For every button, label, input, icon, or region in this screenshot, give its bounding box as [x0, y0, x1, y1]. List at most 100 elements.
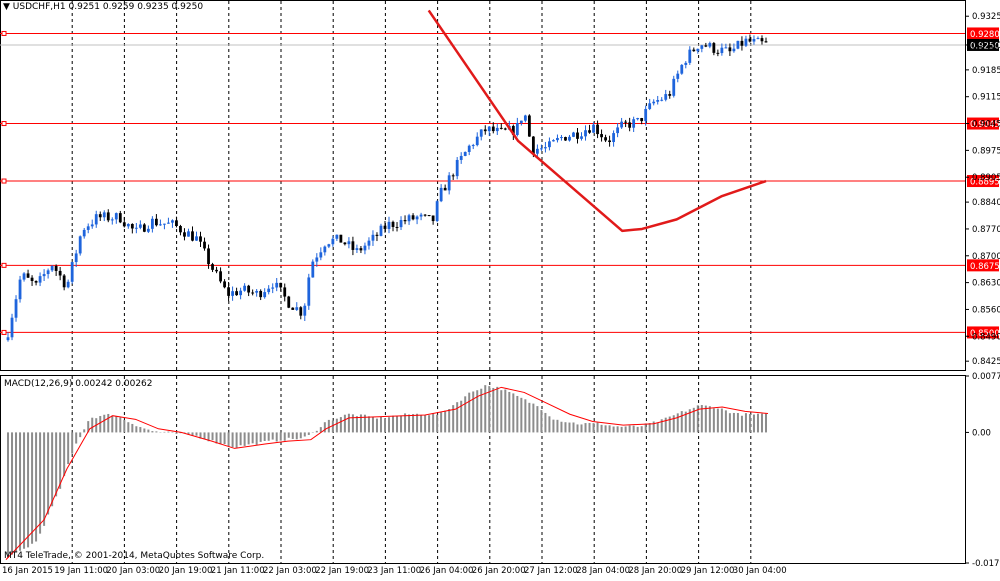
candle-body — [379, 225, 383, 236]
candle-body — [18, 279, 22, 300]
candle-body — [592, 124, 595, 133]
y-tick-label: 0.9325 — [972, 12, 1000, 22]
macd-y-tick-label: -0.01796 — [972, 559, 1000, 569]
x-tick-label: 29 Jan 12:00 — [681, 566, 735, 576]
candle-body — [367, 240, 371, 246]
current-price-tag — [967, 38, 999, 51]
candle-body — [167, 222, 170, 224]
candle-body — [740, 40, 744, 46]
candle-body — [70, 262, 74, 282]
candle-body — [347, 241, 351, 245]
x-tick-label: 22 Jan 19:00 — [315, 566, 369, 576]
candle-body — [319, 252, 323, 258]
level-price-tag — [967, 27, 999, 40]
candle-body — [580, 136, 583, 139]
ohlc-readout: 0.9251 0.9259 0.9235 0.9250 — [68, 2, 204, 12]
x-tick-label: 19 Jan 11:00 — [54, 566, 108, 576]
candle-body — [122, 222, 126, 227]
candle-body — [748, 38, 752, 42]
candle-body — [644, 108, 648, 122]
candle-body — [223, 281, 226, 288]
candle-body — [267, 288, 271, 293]
candle-body — [142, 224, 146, 232]
candle-body — [215, 269, 218, 272]
candle-body — [343, 242, 347, 245]
x-tick-label: 28 Jan 20:00 — [628, 566, 682, 576]
candle-body — [106, 212, 110, 221]
candle-body — [395, 226, 399, 228]
candle-body — [14, 299, 18, 318]
candle-body — [235, 291, 239, 296]
chart-header: ▼ USDCHF,H1 0.9251 0.9259 0.9235 0.9250 — [3, 2, 203, 12]
candle-body — [724, 47, 728, 49]
candle-body — [146, 228, 150, 232]
level-price-tag — [967, 259, 999, 272]
candle-body — [523, 115, 527, 121]
candle-body — [568, 136, 571, 141]
y-tick-label: 0.8905 — [972, 173, 1000, 183]
candle-body — [363, 245, 367, 251]
candle-body — [26, 273, 30, 278]
candle-body — [668, 94, 672, 96]
candle-body — [544, 147, 547, 149]
candle-body — [351, 241, 355, 250]
candle-body — [90, 224, 94, 227]
candle-body — [548, 141, 551, 148]
current-price-label: 0.9250 — [970, 41, 1000, 51]
candle-body — [62, 275, 66, 288]
candle-body — [243, 285, 247, 291]
candle-body — [383, 225, 387, 229]
candle-body — [331, 238, 335, 245]
candle-body — [154, 218, 158, 226]
candle-body — [463, 151, 467, 156]
candle-body — [728, 47, 732, 52]
x-tick-label: 16 Jan 2015 — [2, 566, 53, 576]
x-tick-label: 20 Jan 19:00 — [159, 566, 213, 576]
candle-body — [475, 136, 479, 146]
candle-body — [303, 305, 307, 316]
candle-body — [652, 101, 656, 104]
candle-body — [628, 122, 632, 128]
candle-body — [231, 291, 234, 296]
candle-body — [34, 280, 38, 283]
candle-body — [471, 145, 475, 147]
candle-body — [179, 226, 182, 233]
candle-body — [495, 127, 499, 132]
level-anchor-icon — [1, 121, 7, 127]
candle-body — [572, 132, 575, 137]
candle-body — [10, 317, 14, 338]
candle-body — [54, 265, 58, 271]
y-tick-label: 0.8700 — [972, 252, 1000, 262]
candle-body — [58, 270, 62, 276]
candle-body — [311, 261, 315, 278]
level-price-label: 0.8675 — [970, 262, 1000, 272]
candle-body — [423, 214, 427, 216]
candle-body — [387, 221, 391, 229]
candle-body — [415, 216, 419, 220]
candle-body — [487, 126, 491, 132]
x-tick-label: 22 Jan 03:00 — [263, 566, 317, 576]
candle-body — [263, 292, 267, 298]
y-tick-label: 0.8560 — [972, 305, 1000, 315]
candle-body — [732, 48, 736, 52]
candle-body — [355, 248, 359, 250]
candle-body — [327, 244, 331, 247]
candle-body — [126, 223, 130, 227]
y-tick-label: 0.8770 — [972, 225, 1000, 235]
candle-body — [134, 227, 138, 229]
dropdown-arrow-icon[interactable]: ▼ — [3, 2, 10, 12]
candle-body — [82, 229, 86, 237]
candle-body — [299, 307, 303, 316]
candle-body — [251, 292, 255, 294]
candle-body — [114, 213, 118, 220]
x-tick-label: 27 Jan 12:00 — [524, 566, 578, 576]
candle-body — [712, 43, 716, 53]
candle-body — [696, 48, 700, 52]
candle-body — [636, 118, 640, 120]
level-anchor-icon — [1, 178, 7, 184]
candle-body — [443, 187, 447, 191]
candle-body — [207, 248, 210, 265]
x-tick-label: 28 Jan 04:00 — [576, 566, 630, 576]
candle-body — [648, 103, 652, 109]
candle-body — [247, 285, 251, 293]
